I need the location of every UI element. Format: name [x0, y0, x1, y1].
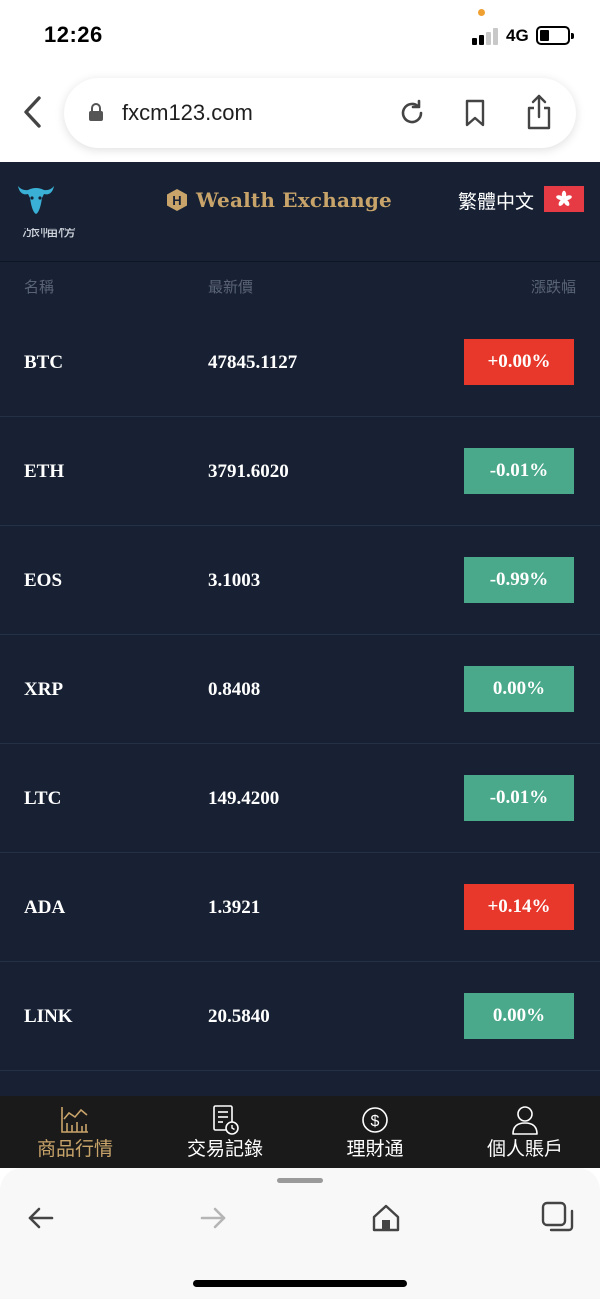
market-row-ltc[interactable]: LTC 149.4200 -0.01% [0, 744, 600, 853]
toolbar-grabber[interactable] [277, 1178, 323, 1183]
price-value: 0.8408 [208, 679, 261, 700]
market-row-eos[interactable]: EOS 3.1003 -0.99% [0, 526, 600, 635]
document-clock-icon [213, 1105, 239, 1135]
tab-account[interactable]: 個人賬戶 [450, 1096, 600, 1168]
price-value: 47845.1127 [208, 352, 298, 373]
share-icon[interactable] [524, 94, 554, 130]
address-bar[interactable]: fxcm123.com [64, 78, 576, 148]
chart-icon [61, 1107, 88, 1133]
change-badge: 0.00% [464, 993, 574, 1039]
home-icon[interactable] [369, 1201, 403, 1235]
tab-market[interactable]: 商品行情 [0, 1096, 150, 1168]
section-title-partial: 漲幅榜 [22, 228, 76, 240]
change-badge: +0.14% [464, 884, 574, 930]
browser-forward-arrow-icon[interactable] [196, 1201, 230, 1235]
change-badge: +0.00% [464, 339, 574, 385]
language-selector[interactable]: 繁體中文 [458, 192, 535, 213]
market-row-xrp[interactable]: XRP 0.8408 0.00% [0, 635, 600, 744]
tab-trade-records[interactable]: 交易記錄 [150, 1096, 300, 1168]
tab-label: 個人賬戶 [486, 1139, 563, 1160]
market-list: 名稱 最新價 漲跌幅 BTC 47845.1127 +0.00% ETH 3791.60… [0, 261, 600, 1096]
column-header-name: 名稱 [24, 279, 55, 296]
market-row-link[interactable]: LINK 20.5840 0.00% [0, 962, 600, 1071]
lock-icon [89, 103, 103, 121]
symbol-label: LINK [24, 1006, 73, 1027]
symbol-label: XRP [24, 679, 64, 700]
column-header-change: 漲跌幅 [530, 279, 576, 296]
price-value: 20.5840 [208, 1006, 270, 1027]
cellular-signal-icon [472, 27, 500, 45]
change-badge: -0.99% [464, 557, 574, 603]
bottom-tab-bar: 商品行情 交易記錄 $ 理財通 個人賬戶 [0, 1096, 600, 1168]
market-row-btc[interactable]: BTC 47845.1127 +0.00% [0, 308, 600, 417]
price-value: 3791.6020 [208, 461, 289, 482]
price-value: 1.3921 [208, 897, 261, 918]
tabs-icon[interactable] [541, 1201, 575, 1235]
svg-text:$: $ [371, 1113, 380, 1130]
tab-label: 商品行情 [36, 1139, 113, 1160]
network-type: 4G [506, 26, 529, 45]
privacy-indicator-dot [478, 9, 485, 16]
tab-label: 交易記錄 [186, 1139, 263, 1160]
home-indicator[interactable] [193, 1280, 407, 1287]
brand-name: Wealth Exchange [196, 188, 392, 212]
status-bar: 12:26 4G [0, 0, 600, 70]
price-value: 3.1003 [208, 570, 261, 591]
tab-label: 理財通 [346, 1139, 404, 1160]
change-badge: -0.01% [464, 775, 574, 821]
brand-badge-letter: H [172, 193, 181, 208]
symbol-label: EOS [24, 570, 63, 591]
change-badge: 0.00% [464, 666, 574, 712]
symbol-label: BTC [24, 352, 64, 373]
browser-toolbar [0, 1168, 600, 1299]
url-text[interactable]: fxcm123.com [122, 100, 253, 125]
dollar-icon: $ [362, 1107, 388, 1133]
hong-kong-flag-icon[interactable] [544, 186, 584, 212]
column-header-price: 最新價 [208, 279, 254, 296]
reload-icon[interactable] [398, 99, 426, 127]
brand-hexagon-icon: H [167, 189, 187, 211]
browser-back-arrow-icon[interactable] [24, 1201, 58, 1235]
price-value: 149.4200 [208, 788, 280, 809]
symbol-label: LTC [24, 788, 62, 809]
market-row-ada[interactable]: ADA 1.3921 +0.14% [0, 853, 600, 962]
bull-logo-icon[interactable] [16, 178, 56, 218]
person-icon [512, 1106, 538, 1135]
brand-logo: H Wealth Exchange [166, 187, 392, 213]
symbol-label: ADA [24, 897, 66, 918]
app-header: H Wealth Exchange 繁體中文 漲幅榜 [0, 162, 600, 262]
tab-wealth[interactable]: $ 理財通 [300, 1096, 450, 1168]
market-rows: BTC 47845.1127 +0.00% ETH 3791.6020 -0.01% EOS… [0, 308, 600, 1071]
change-badge: -0.01% [464, 448, 574, 494]
symbol-label: ETH [24, 461, 65, 482]
browser-address-area: fxcm123.com [0, 70, 600, 162]
bookmark-icon[interactable] [462, 99, 488, 127]
browser-back-icon[interactable] [18, 94, 48, 130]
battery-icon [536, 26, 574, 45]
market-row-eth[interactable]: ETH 3791.6020 -0.01% [0, 417, 600, 526]
status-time: 12:26 [44, 22, 103, 47]
